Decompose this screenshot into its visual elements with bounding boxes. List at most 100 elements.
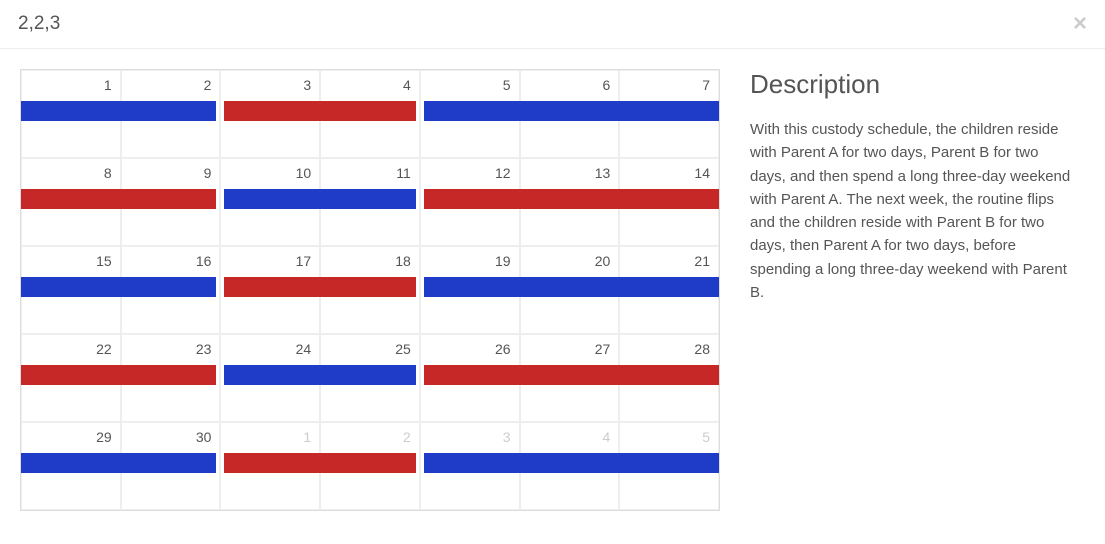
custody-bar-parent-a (121, 101, 217, 121)
custody-bar-parent-b (320, 101, 416, 121)
custody-bar-parent-b (320, 453, 416, 473)
calendar-cell: 9 (121, 158, 221, 246)
calendar-cell: 1 (220, 422, 320, 510)
custody-bar-parent-a (619, 277, 719, 297)
custody-bar-parent-a (121, 453, 217, 473)
day-number: 2 (130, 77, 212, 93)
day-number: 7 (628, 77, 710, 93)
calendar-cell: 6 (520, 70, 620, 158)
custody-bar-parent-a (224, 189, 320, 209)
calendar-cell: 21 (619, 246, 719, 334)
calendar-cell: 30 (121, 422, 221, 510)
custody-bar-parent-a (424, 101, 520, 121)
day-number: 16 (130, 253, 212, 269)
calendar-cell: 1 (21, 70, 121, 158)
modal-title: 2,2,3 (18, 13, 60, 35)
day-number: 21 (628, 253, 710, 269)
calendar-cell: 5 (420, 70, 520, 158)
day-number: 27 (529, 341, 611, 357)
calendar-cell: 16 (121, 246, 221, 334)
custody-bar-parent-a (619, 101, 719, 121)
custody-bar-parent-b (224, 453, 320, 473)
day-number: 28 (628, 341, 710, 357)
day-number: 8 (30, 165, 112, 181)
calendar-cell: 2 (121, 70, 221, 158)
custody-bar-parent-a (21, 101, 121, 121)
day-number: 6 (529, 77, 611, 93)
custody-bar-parent-a (224, 365, 320, 385)
custody-bar-parent-b (224, 101, 320, 121)
custody-bar-parent-a (424, 277, 520, 297)
calendar-cell: 19 (420, 246, 520, 334)
calendar-cell: 24 (220, 334, 320, 422)
day-number: 17 (229, 253, 311, 269)
day-number: 30 (130, 429, 212, 445)
day-number: 1 (229, 429, 311, 445)
day-number: 4 (529, 429, 611, 445)
calendar-cell: 26 (420, 334, 520, 422)
calendar-cell: 29 (21, 422, 121, 510)
day-number: 22 (30, 341, 112, 357)
day-number: 5 (429, 77, 511, 93)
custody-bar-parent-b (224, 277, 320, 297)
custody-bar-parent-b (619, 189, 719, 209)
day-number: 14 (628, 165, 710, 181)
custody-bar-parent-a (21, 277, 121, 297)
day-number: 3 (429, 429, 511, 445)
day-number: 26 (429, 341, 511, 357)
calendar-cell: 22 (21, 334, 121, 422)
day-number: 15 (30, 253, 112, 269)
day-number: 11 (329, 165, 411, 181)
calendar-cell: 25 (320, 334, 420, 422)
calendar-cell: 3 (220, 70, 320, 158)
day-number: 18 (329, 253, 411, 269)
custody-bar-parent-a (121, 277, 217, 297)
calendar-cell: 15 (21, 246, 121, 334)
day-number: 5 (628, 429, 710, 445)
description-panel: Description With this custody schedule, … (750, 69, 1085, 511)
custody-bar-parent-b (121, 189, 217, 209)
custody-bar-parent-b (424, 189, 520, 209)
calendar-cell: 8 (21, 158, 121, 246)
calendar-cell: 3 (420, 422, 520, 510)
modal-header: 2,2,3 × (0, 0, 1105, 49)
calendar-cell: 17 (220, 246, 320, 334)
calendar-cell: 23 (121, 334, 221, 422)
day-number: 29 (30, 429, 112, 445)
custody-bar-parent-a (520, 101, 620, 121)
custody-bar-parent-a (21, 453, 121, 473)
day-number: 13 (529, 165, 611, 181)
day-number: 12 (429, 165, 511, 181)
calendar-cell: 4 (320, 70, 420, 158)
custody-bar-parent-b (619, 365, 719, 385)
calendar-cell: 5 (619, 422, 719, 510)
calendar-grid: 1234567891011121314151617181920212223242… (21, 70, 719, 510)
calendar-cell: 13 (520, 158, 620, 246)
day-number: 1 (30, 77, 112, 93)
day-number: 3 (229, 77, 311, 93)
description-text: With this custody schedule, the children… (750, 118, 1075, 304)
day-number: 4 (329, 77, 411, 93)
day-number: 24 (229, 341, 311, 357)
custody-bar-parent-b (424, 365, 520, 385)
calendar-cell: 7 (619, 70, 719, 158)
custody-bar-parent-a (619, 453, 719, 473)
modal-body: 1234567891011121314151617181920212223242… (0, 49, 1105, 531)
custody-bar-parent-b (121, 365, 217, 385)
calendar-cell: 4 (520, 422, 620, 510)
day-number: 9 (130, 165, 212, 181)
day-number: 20 (529, 253, 611, 269)
calendar-cell: 18 (320, 246, 420, 334)
custody-bar-parent-a (520, 277, 620, 297)
day-number: 10 (229, 165, 311, 181)
calendar: 1234567891011121314151617181920212223242… (20, 69, 720, 511)
calendar-cell: 14 (619, 158, 719, 246)
custody-bar-parent-a (320, 365, 416, 385)
custody-bar-parent-b (21, 365, 121, 385)
close-icon[interactable]: × (1073, 12, 1087, 36)
day-number: 2 (329, 429, 411, 445)
custody-bar-parent-a (424, 453, 520, 473)
day-number: 19 (429, 253, 511, 269)
custody-bar-parent-b (320, 277, 416, 297)
custody-bar-parent-b (21, 189, 121, 209)
